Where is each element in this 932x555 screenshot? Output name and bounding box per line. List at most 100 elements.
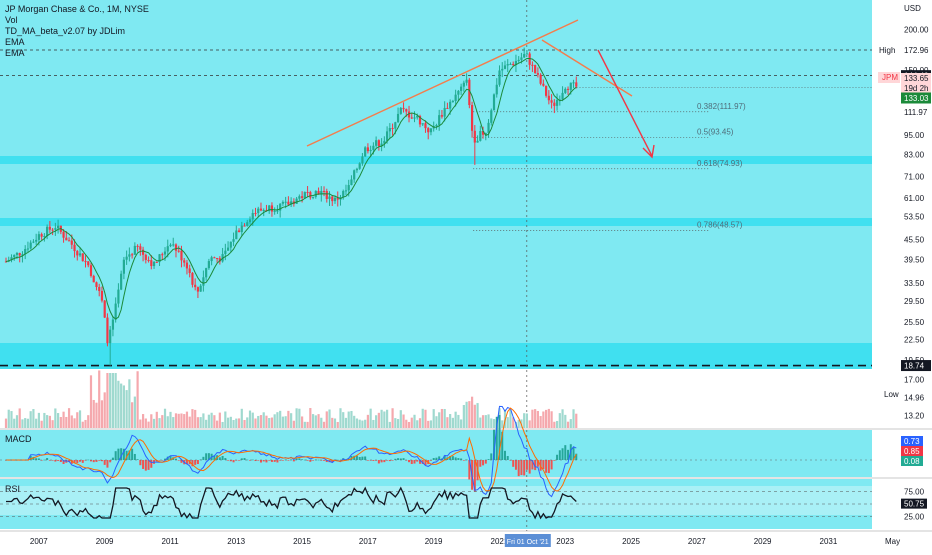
indicator-ema-1[interactable]: EMA xyxy=(5,37,25,47)
candle-body xyxy=(451,100,454,102)
macd-hist-bar xyxy=(298,458,301,460)
rsi-title[interactable]: RSI xyxy=(5,484,21,494)
indicator-td-ma[interactable]: TD_MA_beta_v2.07 by JDLim xyxy=(5,26,126,36)
candle-body xyxy=(564,88,567,93)
candle-body xyxy=(306,192,309,194)
macd-hist-bar xyxy=(87,459,90,461)
macd-hist-bar xyxy=(161,460,164,461)
candle-body xyxy=(295,198,298,204)
candle-body xyxy=(276,210,279,212)
symbol-title[interactable]: JP Morgan Chase & Co., 1M, NYSE xyxy=(5,4,149,14)
volume-bar xyxy=(188,416,191,428)
macd-hist-bar xyxy=(32,456,35,460)
volume-bar xyxy=(169,411,172,428)
volume-bar xyxy=(361,420,364,428)
volume-bar xyxy=(484,415,487,428)
reference-lines xyxy=(0,0,872,531)
volume-bar xyxy=(561,409,564,428)
high-label: High xyxy=(879,46,895,55)
time-tick: May xyxy=(885,537,900,546)
volume-bar xyxy=(525,413,529,428)
macd-hist-bar xyxy=(136,459,139,460)
candle-body xyxy=(575,82,578,87)
candle-body xyxy=(207,261,210,269)
volume-bar xyxy=(481,415,485,428)
low-value-bg xyxy=(901,360,931,372)
macd-hist-bar xyxy=(336,459,339,461)
candle-body xyxy=(465,79,468,83)
candle-body xyxy=(317,190,320,195)
candle-body xyxy=(78,253,82,256)
volume-bar xyxy=(372,419,375,428)
price-axis[interactable]: USD200.00150.00111.9795.0083.0071.0061.0… xyxy=(878,4,931,522)
volume-bar xyxy=(152,418,156,428)
volume-bar xyxy=(405,419,408,428)
volume-bar xyxy=(303,421,306,428)
volume-bar xyxy=(512,417,515,428)
volume-bar xyxy=(133,396,136,428)
trend-drawings[interactable] xyxy=(306,19,655,159)
indicator-vol[interactable]: Vol xyxy=(5,15,18,25)
candle-body xyxy=(103,300,106,318)
volume-bar xyxy=(67,408,71,428)
candle-body xyxy=(243,225,246,227)
volume-bar xyxy=(432,409,435,428)
macd-value: 0.73 xyxy=(904,437,920,446)
indicator-ema-2[interactable]: EMA xyxy=(5,48,25,58)
macd-hist-bar xyxy=(429,460,432,461)
candle-body xyxy=(21,254,24,256)
candle-body xyxy=(40,234,43,237)
volume-bar xyxy=(155,411,158,428)
macd-hist-bar xyxy=(100,460,103,462)
candle-body xyxy=(259,208,263,211)
macd-hist-bar xyxy=(418,460,421,464)
candle-body xyxy=(161,254,164,256)
volume-bar xyxy=(309,408,312,428)
candle-body xyxy=(481,131,485,135)
candle-body xyxy=(364,147,367,157)
volume-bar xyxy=(279,410,282,428)
time-axis[interactable]: 2007 2009 2011 2013 2015 2017 2019 2021 2023 2025… xyxy=(30,534,900,547)
time-tick: 2007 xyxy=(30,537,48,546)
macd-hist-bar xyxy=(350,455,353,460)
zone-band-upper xyxy=(0,156,872,164)
candle-body xyxy=(325,190,328,199)
volume-bar xyxy=(569,419,572,428)
candle-body xyxy=(418,115,422,125)
volume-bar xyxy=(202,413,205,428)
volume-bar xyxy=(268,418,271,428)
candle-body xyxy=(73,244,76,252)
macd-hist-bar xyxy=(276,460,279,463)
macd-hist-bar xyxy=(509,460,512,461)
volume-bar xyxy=(383,411,386,428)
macd-title[interactable]: MACD xyxy=(5,434,32,444)
volume-bar xyxy=(114,373,117,428)
volume-bar xyxy=(109,373,112,428)
macd-hist-bar xyxy=(270,460,273,462)
candle-body xyxy=(51,229,54,231)
macd-hist-bar xyxy=(111,457,114,460)
candle-body xyxy=(424,123,427,129)
time-tick: 2023 xyxy=(556,537,574,546)
candle-body xyxy=(147,259,150,261)
macd-hist-bar xyxy=(493,429,496,460)
macd-hist-bar xyxy=(196,460,199,465)
candle-body xyxy=(509,63,512,65)
trendline-support[interactable] xyxy=(306,19,579,147)
volume-bar xyxy=(81,421,84,428)
volume-bar xyxy=(117,380,120,428)
volume-bar xyxy=(531,409,534,428)
macd-hist-bar xyxy=(232,460,235,463)
candle-body xyxy=(550,100,553,103)
volume-bar xyxy=(301,416,304,428)
price-tick: 13.20 xyxy=(904,411,925,420)
arrow-head[interactable] xyxy=(642,144,655,159)
projection-arrow[interactable] xyxy=(597,49,653,157)
candle-body xyxy=(561,92,564,100)
volume-bar xyxy=(517,419,520,428)
candle-body xyxy=(410,117,413,119)
candle-body xyxy=(62,231,65,238)
candle-body xyxy=(443,107,446,117)
